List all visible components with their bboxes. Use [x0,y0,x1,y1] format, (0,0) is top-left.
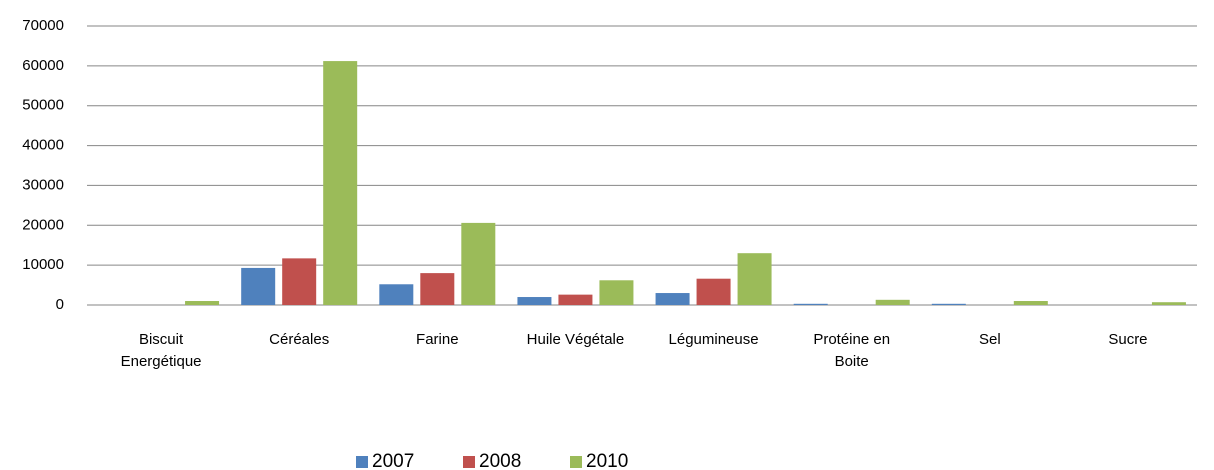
y-tick-label: 40000 [22,137,64,154]
y-tick-label: 20000 [22,216,64,233]
x-tick-label: Protéine en Boite [813,331,891,370]
x-tick-label: Légumineuse [668,331,759,348]
legend-label: 2007 [372,451,414,470]
bar [461,222,496,305]
legend-swatch [356,456,368,468]
bar [1013,301,1048,305]
bar [241,267,276,305]
x-tick-label: Sucre [1108,331,1148,348]
bar [420,273,455,305]
bar [282,258,317,305]
x-tick-label: Céréales [269,331,330,348]
bar [185,301,220,305]
x-tick-label: Farine [416,331,459,348]
x-tick-label: Huile Végétale [526,331,625,348]
legend-swatch [570,456,582,468]
bar [793,303,828,305]
x-tick-label: Biscuit Energétique [120,331,202,370]
legend-label: 2010 [586,451,628,470]
bar [558,294,593,305]
y-tick-label: 50000 [22,97,64,114]
legend-label: 2008 [479,451,521,470]
x-tick-label: Sel [978,331,1001,348]
bar [517,297,552,305]
bar [696,278,731,305]
bar [875,299,910,305]
y-tick-label: 70000 [22,17,64,34]
bar [931,303,966,305]
bar [323,61,358,306]
y-tick-label: 60000 [22,57,64,74]
bar [737,253,772,305]
y-tick-label: 30000 [22,176,64,193]
legend-swatch [463,456,475,468]
bar [655,293,690,305]
bar [1151,302,1186,305]
bar [379,284,414,305]
bar [599,280,634,305]
y-tick-label: 0 [56,296,64,313]
y-tick-label: 10000 [22,256,64,273]
